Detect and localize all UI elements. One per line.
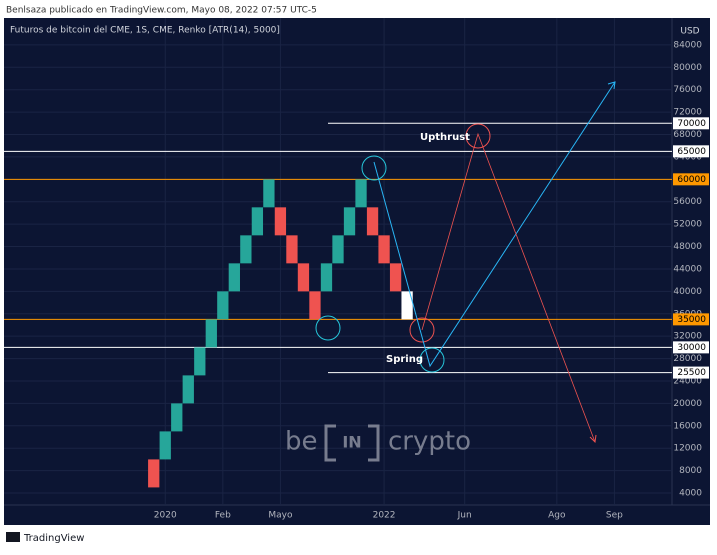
y-tick-label: 76000 — [673, 85, 702, 95]
x-tick-label: Feb — [215, 511, 231, 521]
y-tick-label: 28000 — [673, 354, 702, 364]
y-tick-label: 44000 — [673, 264, 702, 274]
circle-drawing — [409, 317, 435, 343]
renko-brick — [389, 263, 402, 292]
arrow-head — [589, 434, 597, 444]
x-tick-label: Ago — [548, 511, 566, 521]
x-tick-label: Jun — [457, 511, 472, 521]
renko-brick — [378, 235, 390, 264]
level-label: 65000 — [677, 147, 706, 157]
renko-brick — [401, 291, 413, 320]
arrow-head — [607, 81, 616, 90]
y-tick-label: 40000 — [673, 287, 702, 297]
renko-brick — [240, 235, 252, 264]
level-label-box — [673, 341, 709, 354]
watermark-bracket — [324, 424, 380, 462]
y-tick-label: 24000 — [673, 376, 702, 386]
renko-brick — [332, 235, 344, 264]
level-label-box — [673, 173, 709, 186]
renko-brick — [274, 207, 287, 236]
renko-brick — [297, 263, 310, 292]
x-tick-label: 2022 — [373, 511, 396, 521]
y-tick-label: 80000 — [673, 63, 702, 73]
grid — [4, 18, 672, 505]
y-tick-label: 32000 — [673, 332, 702, 342]
currency-label: USD — [680, 27, 699, 37]
renko-brick — [182, 375, 194, 404]
circle-drawing — [315, 315, 341, 341]
watermark-text: crypto — [388, 427, 471, 457]
renko-brick — [320, 263, 333, 292]
renko-brick — [251, 207, 264, 236]
level-label: 35000 — [677, 315, 706, 325]
logo-icon — [6, 532, 20, 542]
renko-brick — [263, 179, 275, 208]
renko-brick — [366, 207, 379, 236]
y-tick-label: 72000 — [673, 108, 702, 118]
price-axis — [672, 18, 710, 505]
annotation: Upthrust — [420, 132, 470, 143]
level-label: 30000 — [677, 343, 706, 353]
x-tick-label: Sep — [606, 511, 623, 521]
level-label: 25500 — [677, 368, 706, 378]
level-label-box — [673, 117, 709, 130]
levels — [4, 122, 672, 374]
renko-brick — [159, 431, 171, 460]
renko-brick — [205, 319, 217, 348]
watermark: be IN crypto — [285, 424, 471, 462]
level-label: 70000 — [677, 119, 706, 129]
annotation: Spring — [386, 354, 423, 365]
renko-brick — [171, 403, 183, 432]
watermark-text: be — [285, 427, 318, 457]
x-tick-label: 2020 — [154, 511, 177, 521]
x-tick-label: Mayo — [268, 511, 293, 521]
y-tick-label: 8000 — [679, 466, 702, 476]
circle-drawing — [465, 123, 491, 149]
renko-brick — [355, 179, 367, 208]
arrow-path — [373, 81, 616, 368]
renko-brick — [148, 459, 160, 488]
circle-drawing — [361, 155, 387, 181]
y-tick-label: 64000 — [673, 152, 702, 162]
footer: TradingView — [23, 533, 84, 544]
y-tick-label: 20000 — [673, 399, 702, 409]
renko-brick — [228, 263, 240, 292]
renko-brick — [194, 347, 206, 376]
arrow-path — [421, 132, 596, 443]
drawings — [315, 81, 616, 444]
renko-brick — [309, 291, 321, 320]
watermark-text: IN — [342, 433, 361, 452]
renko-brick — [217, 291, 229, 320]
y-tick-label: 68000 — [673, 130, 702, 140]
y-tick-label: 84000 — [673, 40, 702, 50]
circle-drawing — [419, 347, 445, 373]
renko-brick — [286, 235, 298, 264]
level-label-box — [673, 145, 709, 158]
y-tick-label: 16000 — [673, 421, 702, 431]
chart-background — [4, 18, 710, 525]
header: Benlsaza publicado en TradingView.com, M… — [6, 6, 317, 16]
y-tick-label: 52000 — [673, 220, 702, 230]
y-tick-label: 56000 — [673, 197, 702, 207]
renko-brick — [343, 207, 356, 236]
y-tick-label: 12000 — [673, 444, 702, 454]
y-tick-label: 48000 — [673, 242, 702, 252]
chart-title: Futuros de bitcoin del CME, 1S, CME, Ren… — [10, 26, 280, 36]
level-label-box — [673, 313, 709, 326]
y-tick-label: 4000 — [679, 489, 702, 499]
level-label: 60000 — [677, 175, 706, 185]
ticks: 4000800012000160002000024000280003200036… — [154, 40, 709, 521]
level-label-box — [673, 366, 709, 379]
bricks — [148, 179, 413, 488]
